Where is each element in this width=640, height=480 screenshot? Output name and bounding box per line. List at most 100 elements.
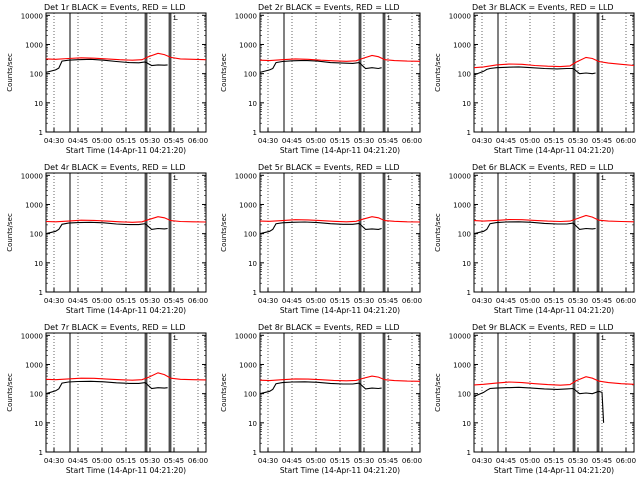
series-line-lld [45,372,207,381]
y-tick-label: 1 [39,449,43,457]
x-tick-label: 06:00 [402,457,422,465]
y-tick-label: 1000 [453,41,471,49]
y-tick-label: 10000 [449,332,471,340]
x-tick-label: 04:30 [44,457,64,465]
x-tick-label: 05:30 [354,457,374,465]
y-tick-label: 100 [244,71,257,79]
x-tick-label: 05:45 [592,297,612,305]
x-tick-label: 04:45 [68,457,88,465]
x-tick-label: 05:45 [592,457,612,465]
chart-title: Det 6r BLACK = Events, RED = LLD [472,163,614,172]
y-tick-label: 10000 [235,172,257,180]
x-tick-label: 05:15 [330,457,350,465]
y-tick-label: 1000 [239,361,257,369]
x-tick-label: 05:45 [164,137,184,145]
x-tick-label: 05:15 [116,137,136,145]
x-tick-label: 05:30 [140,297,160,305]
x-tick-label: 04:45 [282,457,302,465]
series-line-events [473,386,605,423]
y-tick-label: 1000 [453,361,471,369]
y-tick-label: 10000 [21,12,43,20]
x-axis-label: Start Time (14-Apr-11 04:21:20) [280,466,400,475]
x-tick-label: 05:15 [544,457,564,465]
flag-marker-label: L [388,334,392,342]
x-tick-label: 05:30 [140,137,160,145]
y-tick-label: 10 [34,100,43,108]
flag-marker-label: L [388,14,392,22]
y-axis-label: Counts/sec [6,53,14,92]
y-tick-label: 1000 [25,361,43,369]
y-tick-label: 1000 [25,41,43,49]
flag-marker-label: L [388,174,392,182]
x-tick-label: 05:45 [164,457,184,465]
y-tick-label: 10000 [449,12,471,20]
y-tick-label: 100 [458,391,471,399]
x-tick-label: 05:00 [92,457,112,465]
x-tick-label: 04:30 [472,297,492,305]
x-tick-label: 05:45 [164,297,184,305]
series-line-lld [473,214,635,223]
x-tick-label: 05:45 [378,137,398,145]
x-tick-label: 06:00 [616,457,636,465]
y-tick-label: 100 [244,391,257,399]
y-tick-label: 1 [467,449,471,457]
chart-title: Det 1r BLACK = Events, RED = LLD [44,3,186,12]
y-tick-label: 1000 [239,41,257,49]
y-axis-label: Counts/sec [6,213,14,252]
x-tick-label: 05:00 [520,137,540,145]
y-tick-label: 10 [248,420,257,428]
x-tick-label: 05:30 [354,297,374,305]
series-line-events [45,58,168,73]
chart-panel-3: Det 3r BLACK = Events, RED = LLD 1 10 100 10… [434,3,636,155]
chart-title: Det 4r BLACK = Events, RED = LLD [44,163,186,172]
y-tick-label: 100 [458,231,471,239]
chart-title: Det 8r BLACK = Events, RED = LLD [258,323,400,332]
series-line-lld [45,52,207,61]
x-tick-label: 06:00 [402,137,422,145]
flag-marker-label: L [174,14,178,22]
chart-panel-6: Det 6r BLACK = Events, RED = LLD 1 10 100 10… [434,163,636,315]
y-axis-label: Counts/sec [220,53,228,92]
series-line-events [259,59,382,73]
series-line-lld [473,56,635,69]
y-tick-label: 1 [467,129,471,137]
series-line-events [259,381,382,395]
x-axis-label: Start Time (14-Apr-11 04:21:20) [280,146,400,155]
series-line-events [473,221,596,235]
y-tick-label: 10000 [449,172,471,180]
x-tick-label: 05:15 [544,137,564,145]
chart-panel-4: Det 4r BLACK = Events, RED = LLD 1 10 100 10… [6,163,208,315]
x-tick-label: 05:15 [116,297,136,305]
y-tick-label: 10 [462,260,471,268]
x-tick-label: 05:00 [92,297,112,305]
x-tick-label: 04:30 [472,457,492,465]
x-tick-label: 06:00 [616,297,636,305]
x-axis-label: Start Time (14-Apr-11 04:21:20) [66,146,186,155]
x-tick-label: 05:00 [306,457,326,465]
y-tick-label: 100 [30,231,43,239]
y-tick-label: 1 [39,129,43,137]
y-axis-label: Counts/sec [6,373,14,412]
x-tick-label: 04:30 [472,137,492,145]
y-tick-label: 10000 [235,12,257,20]
x-axis-label: Start Time (14-Apr-11 04:21:20) [280,306,400,315]
series-line-lld [259,54,421,62]
x-tick-label: 05:00 [306,137,326,145]
chart-title: Det 3r BLACK = Events, RED = LLD [472,3,614,12]
y-tick-label: 10 [34,420,43,428]
y-tick-label: 1 [253,289,257,297]
x-tick-label: 04:30 [258,137,278,145]
flag-marker-label: L [602,14,606,22]
y-axis-label: Counts/sec [434,373,442,412]
y-axis-label: Counts/sec [434,53,442,92]
series-line-events [45,380,168,395]
chart-panel-7: Det 7r BLACK = Events, RED = LLD 1 10 100 10… [6,323,208,475]
x-tick-label: 05:30 [140,457,160,465]
x-tick-label: 05:45 [378,297,398,305]
y-tick-label: 1 [39,289,43,297]
x-tick-label: 06:00 [188,297,208,305]
x-tick-label: 04:45 [282,297,302,305]
y-tick-label: 10000 [21,332,43,340]
y-tick-label: 100 [244,231,257,239]
